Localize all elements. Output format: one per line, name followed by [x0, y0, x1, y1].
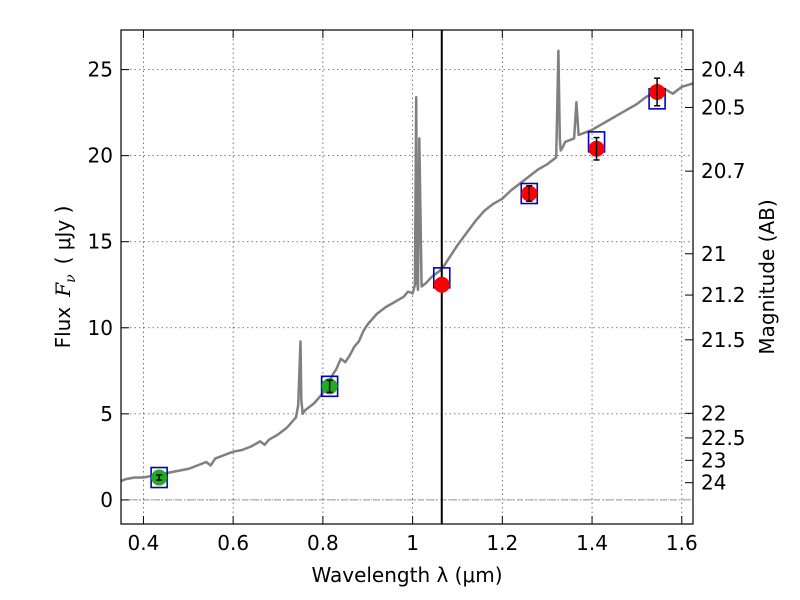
red-data-point: [433, 276, 450, 293]
mag-tick-label: 21: [701, 242, 726, 266]
x-tick-label: 0.8: [307, 531, 339, 555]
y-axis-label-var: F: [51, 282, 75, 298]
y-axis-label: Flux Fν ( μJy ): [51, 206, 79, 349]
x-tick-label: 1.2: [486, 531, 518, 555]
y2-axis-label: Magnitude (AB): [755, 199, 779, 354]
y-tick-label: 5: [100, 402, 113, 426]
mag-tick-label: 20.7: [701, 159, 746, 183]
plot-area: [121, 30, 693, 524]
y-tick-label: 15: [88, 230, 113, 254]
plot-frame: [120, 29, 694, 525]
y-axis-label-unit: ( μJy ): [51, 206, 75, 265]
y-tick-label: 0: [100, 488, 113, 512]
y-tick-label: 10: [88, 316, 113, 340]
y-axis-label-sub: ν: [63, 274, 79, 283]
mag-tick-label: 20.4: [701, 58, 746, 82]
x-tick-label: 0.6: [217, 531, 249, 555]
data-layer: [120, 30, 694, 524]
mag-tick-label: 22: [701, 401, 726, 425]
mag-tick-label: 22.5: [701, 426, 746, 450]
y-axis-label-text: Flux: [51, 307, 75, 349]
mag-tick-label: 21.2: [701, 283, 746, 307]
y-tick-label: 25: [88, 58, 113, 82]
x-tick-label: 1: [406, 531, 419, 555]
template-spectrum-line: [120, 49, 694, 483]
mag-tick-label: 24: [701, 471, 726, 495]
y-tick-label: 20: [88, 144, 113, 168]
x-tick-label: 1.4: [576, 531, 608, 555]
grid-layer: [121, 30, 693, 524]
mag-tick-label: 20.5: [701, 95, 746, 119]
x-tick-label: 0.4: [128, 531, 160, 555]
mag-tick-label: 21.5: [701, 328, 746, 352]
x-axis-label: Wavelength λ (μm): [311, 563, 502, 587]
mag-tick-label: 23: [701, 448, 726, 472]
x-tick-label: 1.6: [666, 531, 698, 555]
